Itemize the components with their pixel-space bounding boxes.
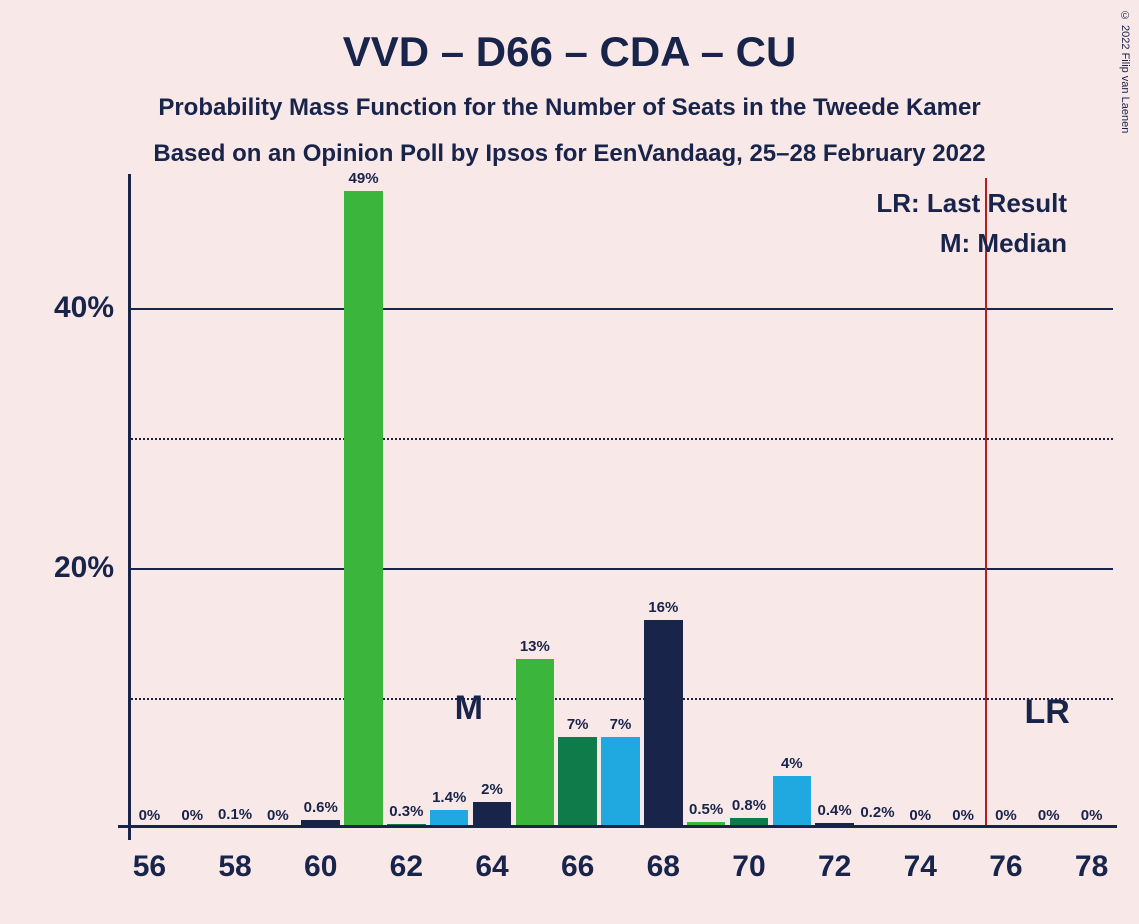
x-axis-tick: 72	[818, 828, 851, 884]
bar-value-label: 0.5%	[689, 801, 723, 822]
bar: 4%	[773, 776, 812, 828]
bar-value-label: 0.4%	[818, 802, 852, 823]
y-axis-tick: 20%	[54, 551, 128, 585]
legend-entry: M: Median	[940, 228, 1067, 259]
bar-value-label: 0.2%	[860, 804, 894, 825]
bar: 7%	[558, 737, 597, 828]
x-axis-tick: 70	[732, 828, 765, 884]
bar-value-label: 1.4%	[432, 789, 466, 810]
legend-entry: LR: Last Result	[876, 188, 1067, 219]
x-axis	[118, 825, 1117, 828]
x-axis-tick: 56	[133, 828, 166, 884]
bar: 13%	[516, 659, 555, 828]
x-axis-tick: 62	[390, 828, 423, 884]
gridline	[128, 698, 1113, 700]
bar-value-label: 7%	[610, 716, 632, 737]
bar-value-label: 4%	[781, 755, 803, 776]
x-axis-tick: 60	[304, 828, 337, 884]
chart-subtitle-2: Based on an Opinion Poll by Ipsos for Ee…	[0, 140, 1139, 168]
x-axis-tick: 68	[647, 828, 680, 884]
x-axis-tick: 64	[475, 828, 508, 884]
x-axis-tick: 66	[561, 828, 594, 884]
median-marker: M	[455, 689, 483, 728]
bar-value-label: 49%	[349, 170, 379, 191]
x-axis-tick: 58	[218, 828, 251, 884]
bar: 16%	[644, 620, 683, 828]
gridline	[128, 438, 1113, 440]
bar-value-label: 2%	[481, 781, 503, 802]
x-axis-tick: 76	[989, 828, 1022, 884]
gridline	[128, 308, 1113, 310]
bar-value-label: 0.3%	[389, 803, 423, 824]
bar: 7%	[601, 737, 640, 828]
y-axis-tick: 40%	[54, 291, 128, 325]
bar-value-label: 13%	[520, 638, 550, 659]
y-axis	[128, 174, 131, 840]
chart-subtitle-1: Probability Mass Function for the Number…	[0, 94, 1139, 122]
copyright-text: © 2022 Filip van Laenen	[1119, 10, 1131, 133]
bar-value-label: 0.1%	[218, 806, 252, 827]
bar: 49%	[344, 191, 383, 828]
bar-value-label: 0.6%	[304, 799, 338, 820]
x-axis-tick: 78	[1075, 828, 1108, 884]
chart-title: VVD – D66 – CDA – CU	[0, 0, 1139, 76]
gridline	[128, 568, 1113, 570]
last-result-label: LR	[1025, 693, 1070, 732]
chart-plot-area: 20%40%5658606264666870727476780%0%0.1%0%…	[128, 178, 1113, 828]
bar-value-label: 7%	[567, 716, 589, 737]
last-result-line	[985, 178, 987, 828]
bar-value-label: 16%	[648, 599, 678, 620]
bar-value-label: 0.8%	[732, 797, 766, 818]
x-axis-tick: 74	[904, 828, 937, 884]
